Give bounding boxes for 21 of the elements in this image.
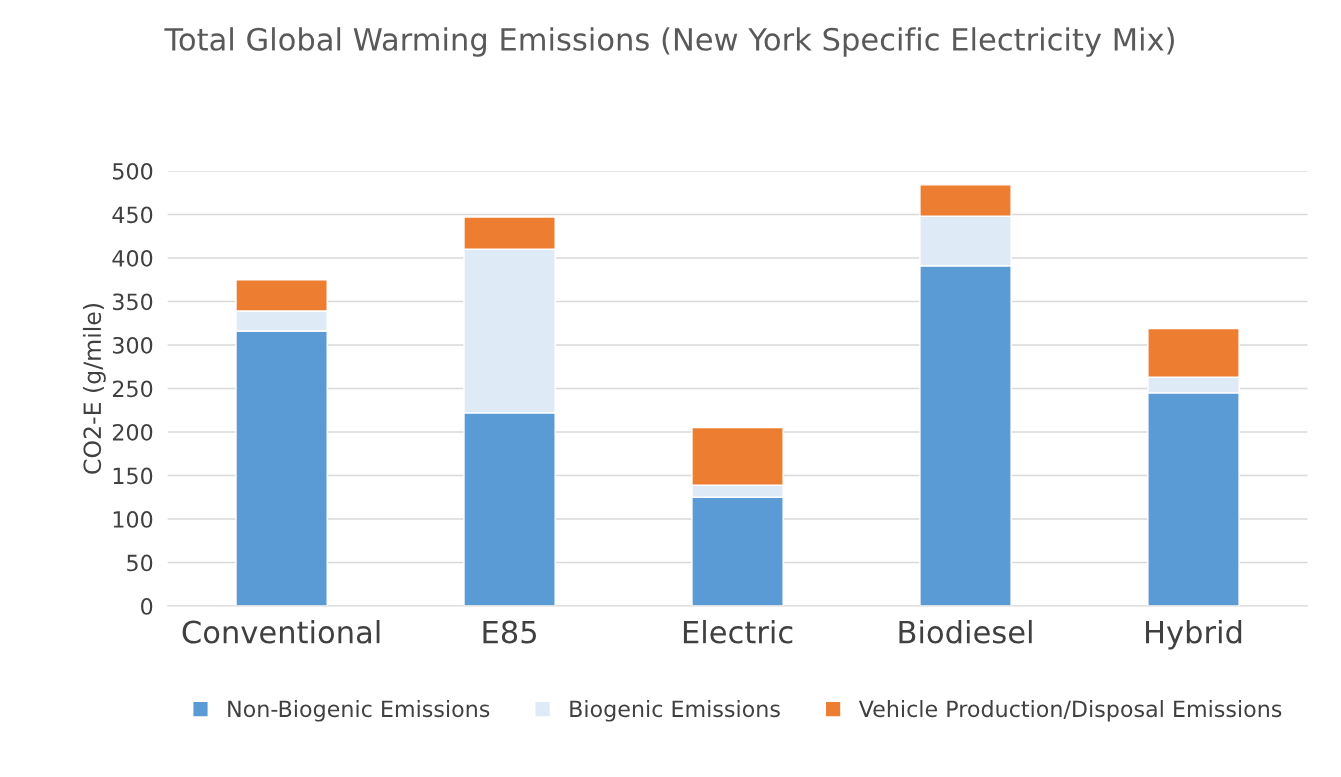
y-tick-label: 0 — [141, 598, 153, 615]
y-tick-label: 200 — [112, 423, 153, 441]
y-tick-label: 50 — [127, 554, 153, 572]
x-tick-label: E85 — [483, 620, 536, 644]
chart-title: Total Global Warming Emissions (New York Specific Electricity Mix) — [164, 27, 1174, 57]
x-tick-label: Hybrid — [1146, 619, 1242, 650]
y-tick-label: 500 — [113, 162, 153, 180]
x-tick-label: Biodiesel — [899, 619, 1032, 644]
y-tick-label: 100 — [113, 510, 153, 528]
y-tick-label: 150 — [113, 467, 153, 485]
legend-label: Non-Biogenic Emissions — [228, 700, 490, 722]
y-tick-label: 400 — [112, 249, 153, 267]
y-axis-title: CO2-E (g/mile) — [82, 304, 106, 474]
y-tick-label: 450 — [112, 206, 153, 224]
y-tick-label: 250 — [112, 380, 153, 398]
x-tick-label: Conventional — [182, 619, 380, 644]
legend-label: Biogenic Emissions — [570, 700, 780, 722]
y-tick-label: 350 — [113, 293, 153, 311]
y-tick-label: 300 — [113, 336, 153, 354]
x-tick-label: Electric — [683, 619, 793, 644]
legend-label: Vehicle Production/Disposal Emissions — [858, 700, 1282, 722]
